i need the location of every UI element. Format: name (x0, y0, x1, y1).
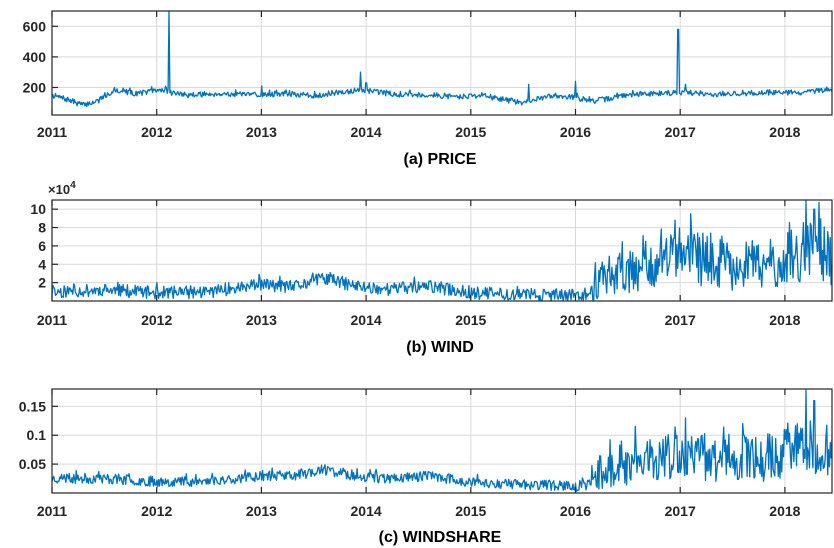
x-tick-label: 2011 (37, 124, 68, 140)
y-tick-label: 600 (23, 18, 47, 34)
price-series-line (51, 11, 833, 108)
x-tick-label: 2017 (665, 124, 696, 140)
y-tick-label: 0.05 (19, 456, 46, 472)
x-tick-label: 2013 (246, 503, 277, 519)
y-tick-label: 4 (38, 256, 46, 272)
price-caption: (a) PRICE (404, 151, 477, 168)
y-tick-label: 200 (23, 79, 47, 95)
wind-series-line (51, 199, 833, 302)
x-tick-label: 2018 (769, 124, 800, 140)
x-tick-label: 2012 (141, 124, 172, 140)
x-tick-label: 2015 (455, 312, 486, 328)
x-tick-label: 2018 (769, 312, 800, 328)
price-axes-box (51, 10, 833, 116)
y-tick-label: 6 (38, 238, 46, 254)
windshare-axes-box (51, 388, 833, 494)
wind-multiplier-label: ×104 (48, 180, 76, 197)
panel-price: 200 400 600 2011 2012 2013 2014 2015 2016 2017 20… (23, 10, 833, 168)
y-tick-label: 2 (38, 275, 46, 291)
x-tick-label: 2017 (665, 312, 696, 328)
y-tick-label: 0.15 (19, 398, 46, 414)
y-tick-label: 8 (38, 220, 46, 236)
y-tick-label: 10 (30, 201, 46, 217)
x-tick-label: 2016 (560, 312, 591, 328)
x-tick-label: 2013 (246, 124, 277, 140)
x-tick-label: 2016 (560, 124, 591, 140)
x-tick-label: 2018 (769, 503, 800, 519)
x-tick-label: 2016 (560, 503, 591, 519)
x-tick-label: 2013 (246, 312, 277, 328)
x-tick-label: 2011 (37, 312, 68, 328)
x-tick-label: 2014 (351, 124, 382, 140)
wind-axes-box (51, 199, 833, 302)
x-tick-label: 2012 (141, 312, 172, 328)
x-tick-label: 2015 (455, 124, 486, 140)
x-tick-label: 2012 (141, 503, 172, 519)
y-tick-label: 400 (23, 49, 47, 65)
x-tick-label: 2014 (351, 503, 382, 519)
windshare-series-line (51, 389, 833, 492)
x-tick-label: 2015 (455, 503, 486, 519)
wind-caption: (b) WIND (406, 339, 474, 356)
x-tick-label: 2014 (351, 312, 382, 328)
x-tick-label: 2011 (37, 503, 68, 519)
x-tick-label: 2017 (665, 503, 696, 519)
panel-windshare: 0.05 0.1 0.15 2011 2012 2013 2014 2015 2016 2017… (19, 388, 833, 546)
y-tick-label: 0.1 (27, 427, 47, 443)
windshare-caption: (c) WINDSHARE (379, 529, 502, 546)
